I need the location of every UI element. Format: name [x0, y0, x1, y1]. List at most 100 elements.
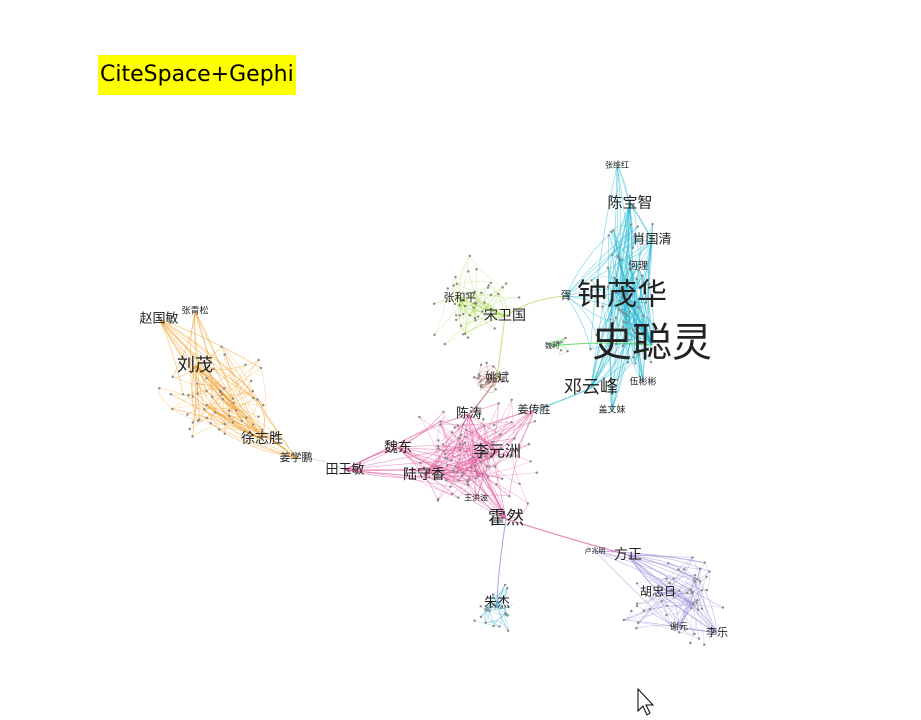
minor-author-node — [631, 246, 634, 249]
coauthor-edge — [607, 267, 641, 342]
slide-title: CiteSpace+Gephi — [98, 55, 296, 95]
coauthor-edge — [590, 302, 647, 389]
coauthor-edge — [158, 318, 254, 392]
minor-author-node — [649, 360, 653, 364]
coauthor-edge — [466, 291, 472, 294]
coauthor-edge — [661, 592, 688, 602]
coauthor-edge — [197, 383, 221, 392]
minor-author-node — [443, 452, 447, 456]
coauthor-edge — [493, 594, 508, 616]
minor-author-node — [518, 296, 521, 299]
minor-author-node — [436, 444, 440, 448]
coauthor-edge — [493, 613, 507, 627]
coauthor-edge — [442, 444, 487, 453]
minor-author-node — [489, 293, 493, 297]
author-label-wei-li: 魏利 — [545, 341, 559, 350]
minor-author-node — [504, 282, 508, 285]
coauthor-edge — [192, 396, 263, 431]
minor-author-node — [647, 282, 651, 286]
minor-author-node — [223, 353, 226, 356]
minor-author-node — [497, 292, 500, 296]
coauthor-edge — [590, 259, 622, 389]
coauthor-edge — [222, 380, 252, 400]
minor-author-node — [474, 464, 477, 468]
minor-author-node — [465, 428, 468, 432]
minor-author-node — [635, 602, 639, 605]
coauthor-edge — [444, 424, 495, 459]
mouse-cursor-icon — [637, 687, 655, 716]
coauthor-edge — [614, 267, 632, 279]
coauthor-edge — [617, 256, 626, 327]
coauthor-edge — [634, 235, 641, 267]
minor-author-node — [615, 342, 618, 345]
coauthor-edge — [474, 294, 492, 319]
coauthor-edge — [172, 403, 264, 410]
minor-author-node — [613, 276, 616, 280]
minor-author-node — [619, 258, 622, 262]
minor-author-node — [638, 375, 641, 378]
minor-author-node — [637, 306, 640, 309]
author-label-he-li: 何理 — [628, 259, 648, 272]
minor-author-node — [249, 379, 253, 383]
coauthor-edge — [486, 607, 500, 627]
coauthor-edge — [617, 256, 644, 383]
minor-author-node — [439, 423, 442, 426]
minor-author-node — [465, 292, 468, 295]
coauthor-edge — [438, 424, 464, 449]
minor-author-node — [257, 415, 260, 418]
minor-author-node — [435, 476, 439, 479]
coauthor-edge — [460, 315, 506, 327]
minor-author-node — [564, 336, 567, 340]
minor-author-node — [631, 328, 635, 331]
coauthor-edge — [172, 408, 263, 440]
coauthor-edge — [440, 421, 477, 499]
coauthor-edge — [194, 310, 234, 399]
minor-author-node — [678, 631, 681, 634]
minor-author-node — [466, 479, 469, 482]
coauthor-edge — [672, 587, 680, 594]
minor-author-node — [626, 298, 630, 302]
coauthor-edge — [462, 293, 499, 335]
coauthor-edge — [344, 460, 452, 471]
minor-author-node — [426, 470, 429, 473]
minor-author-node — [469, 466, 473, 469]
coauthor-edge — [194, 310, 247, 418]
coauthor-edge — [158, 318, 237, 411]
minor-author-node — [418, 415, 421, 419]
minor-author-node — [232, 401, 235, 405]
coauthor-edge — [613, 299, 646, 303]
coauthor-edge — [198, 420, 278, 437]
coauthor-edge — [615, 226, 639, 293]
minor-author-node — [257, 358, 260, 362]
coauthor-edge — [607, 202, 631, 288]
minor-author-node — [477, 377, 480, 380]
coauthor-edge — [472, 456, 507, 520]
coauthor-edge — [204, 408, 259, 417]
coauthor-edge — [486, 452, 513, 458]
coauthor-edge — [485, 584, 506, 623]
coauthor-edge — [565, 295, 597, 336]
coauthor-edge — [397, 411, 444, 449]
minor-author-node — [451, 431, 454, 434]
coauthor-edge — [681, 608, 692, 627]
minor-author-node — [259, 366, 263, 370]
coauthor-edge — [454, 421, 512, 428]
coauthor-edge — [648, 284, 654, 346]
minor-author-node — [443, 342, 447, 346]
minor-author-node — [484, 608, 487, 611]
author-label-hu-zhongri: 胡忠日 — [640, 585, 676, 599]
coauthor-edge — [488, 466, 503, 479]
coauthor-edge — [699, 576, 707, 609]
author-label-li-yuanzhou: 李元洲 — [473, 442, 521, 461]
coauthor-edge — [621, 265, 639, 288]
coauthor-edge — [491, 455, 499, 485]
minor-author-node — [621, 344, 625, 348]
coauthor-edge — [441, 474, 507, 520]
coauthor-edge — [451, 455, 513, 495]
bridge-edge — [504, 295, 567, 317]
minor-author-node — [601, 305, 604, 308]
coauthor-edge — [444, 448, 502, 455]
minor-author-node — [695, 601, 698, 604]
minor-author-node — [499, 606, 503, 610]
